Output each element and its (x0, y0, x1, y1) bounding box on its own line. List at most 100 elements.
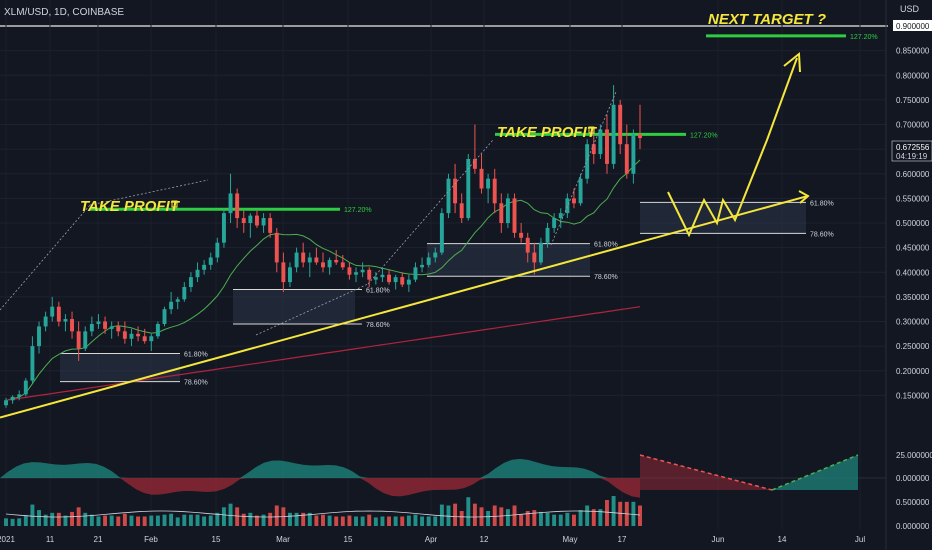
candle-body (50, 306, 55, 317)
candle-body (433, 252, 438, 258)
fib-level-label: 78.60% (366, 322, 390, 329)
support-trendline (0, 194, 809, 419)
volume-bar (122, 513, 127, 526)
candle-body (129, 333, 134, 339)
candle-body (453, 178, 458, 204)
volume-bar (136, 516, 141, 526)
countdown-timer: 04:19:19 (896, 152, 928, 161)
volume-bar (228, 503, 233, 526)
volume-bar (499, 507, 504, 526)
next-target-annotation: NEXT TARGET ? (708, 11, 826, 28)
volume-bar (155, 515, 160, 526)
candle-body (43, 316, 48, 327)
volume-bar (406, 515, 411, 526)
candle-body (63, 319, 68, 322)
price-tick-label: 0.350000 (896, 293, 930, 302)
volume-bar (466, 497, 471, 526)
osc-tick-label: 25.000000 (896, 451, 932, 460)
candle-body (136, 333, 141, 337)
candle-body (96, 321, 101, 324)
candle-body (591, 144, 596, 155)
volume-bar (182, 514, 187, 526)
candle-body (307, 257, 312, 263)
candle-body (499, 203, 504, 223)
price-tick-label: 0.450000 (896, 244, 930, 253)
volume-bar (89, 514, 94, 526)
volume-bar (248, 512, 253, 526)
fib-zones (60, 202, 806, 382)
slow-moving-average (5, 306, 641, 401)
projection-path (667, 57, 798, 238)
time-tick-label: Feb (144, 535, 158, 544)
fib-anchor-dashed-line (550, 91, 617, 246)
time-tick-label: 12 (480, 535, 489, 544)
volume-bar (294, 512, 299, 526)
volume-bar (43, 514, 48, 526)
volume-bar (472, 503, 477, 526)
price-tick-label: 0.300000 (896, 318, 930, 327)
candle-body (169, 301, 174, 310)
volume-bar (235, 507, 240, 526)
volume-bar (433, 516, 438, 526)
candle-body (116, 326, 121, 332)
volume-bar (208, 515, 213, 526)
volume-bar (605, 500, 609, 526)
candle-body (228, 193, 233, 214)
time-tick-label: 15 (344, 535, 353, 544)
volume-bar (571, 514, 576, 526)
volume-bar (149, 515, 154, 526)
fib-anchor-dashed-line (255, 283, 369, 336)
volume-bar (360, 516, 365, 526)
fib-retracement-zone (233, 289, 355, 324)
candle-body (195, 269, 200, 278)
candle-body (638, 134, 642, 139)
price-tick-label: 0.750000 (896, 96, 930, 105)
volume-bar (195, 514, 200, 526)
volume-tick-label: 0.000000 (896, 522, 930, 531)
candle-body (459, 203, 464, 219)
fib-level-label: 127.20% (850, 34, 878, 41)
take-profit-annotation-1: TAKE PROFIT (80, 198, 181, 215)
candle-body (221, 213, 226, 243)
candle-body (327, 259, 332, 268)
volume-bar (116, 516, 121, 526)
top-price-badge: 0.900000 (893, 20, 932, 31)
candle-body (175, 299, 180, 302)
candle-body (109, 326, 114, 329)
candle-body (288, 267, 292, 283)
volume-bar (268, 512, 273, 526)
volume-bar (453, 503, 458, 526)
fib-level-label: 127.20% (344, 207, 372, 214)
volume-bar (23, 515, 28, 526)
volume-bar (439, 504, 444, 526)
candle-body (248, 215, 253, 223)
fib-level-label: 61.80% (594, 242, 618, 249)
price-tick-label: 0.800000 (896, 71, 930, 80)
volume-bar (288, 512, 292, 526)
osc-tick-label: 0.000000 (896, 474, 930, 483)
tp1-box-icon (171, 200, 178, 208)
candle-body (162, 309, 167, 324)
volume-bar (340, 516, 345, 526)
volume-bar (261, 514, 266, 526)
candle-body (631, 134, 636, 174)
candle-body (314, 257, 319, 263)
volume-bar (321, 514, 325, 526)
volume-bar (221, 507, 226, 526)
candle-body (505, 198, 510, 223)
volume-bar (393, 516, 398, 526)
candle-body (254, 215, 259, 226)
candle-body (142, 336, 147, 342)
volume-bar (492, 505, 497, 526)
fib-anchor-dashed-line (89, 179, 209, 206)
volume-bar (314, 515, 319, 526)
volume-bar (142, 516, 147, 526)
volume-bar (354, 516, 358, 526)
candle-body (360, 269, 365, 273)
volume-bar (96, 516, 101, 526)
candle-body (30, 346, 35, 381)
take-profit-annotation-2: TAKE PROFIT (497, 124, 598, 141)
volume-panel: 0.500000 0.000000 (4, 496, 930, 531)
candle-body (294, 252, 299, 268)
